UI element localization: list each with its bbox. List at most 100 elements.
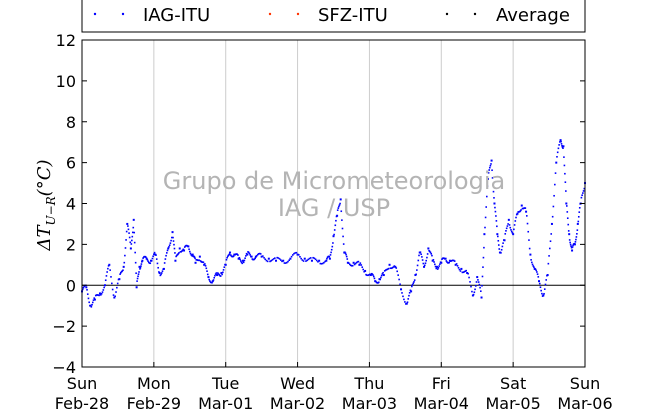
- data-point: [565, 205, 568, 207]
- data-point: [552, 205, 555, 208]
- data-point: [426, 253, 429, 255]
- data-point: [138, 271, 140, 273]
- data-point: [330, 251, 332, 254]
- data-point: [382, 271, 384, 274]
- data-point: [100, 294, 102, 296]
- data-point: [306, 259, 308, 262]
- data-point: [465, 269, 467, 272]
- data-point: [421, 256, 423, 258]
- data-point: [133, 241, 136, 244]
- data-point: [497, 239, 500, 242]
- data-point: [113, 296, 116, 299]
- data-point: [375, 280, 377, 283]
- data-point: [481, 284, 483, 287]
- data-point: [107, 265, 110, 267]
- data-point: [275, 259, 278, 262]
- data-point: [409, 289, 412, 292]
- data-point: [411, 285, 413, 288]
- data-point: [127, 228, 130, 231]
- data-point: [380, 274, 383, 277]
- x-tick-label-day: Sun: [570, 374, 600, 393]
- data-point: [198, 259, 200, 262]
- data-point: [507, 223, 509, 225]
- data-point: [574, 241, 577, 243]
- data-point: [111, 282, 113, 285]
- data-point: [131, 235, 134, 238]
- data-point: [342, 235, 344, 238]
- data-point: [107, 267, 109, 270]
- data-point: [163, 262, 166, 264]
- data-point: [295, 251, 298, 254]
- data-point: [131, 239, 133, 242]
- data-point: [567, 223, 570, 226]
- data-point: [541, 292, 543, 295]
- data-point: [448, 261, 450, 264]
- data-point: [423, 265, 426, 268]
- data-point: [484, 226, 486, 229]
- data-point: [368, 274, 370, 276]
- y-axis-label-main: ΔT: [34, 224, 55, 252]
- data-point: [241, 259, 244, 262]
- data-point: [100, 292, 103, 295]
- data-point: [408, 294, 410, 297]
- data-point: [455, 263, 458, 265]
- data-point: [308, 257, 311, 260]
- data-point: [420, 253, 422, 256]
- y-tick-label: 2: [66, 235, 76, 254]
- data-point: [177, 253, 180, 255]
- data-point: [476, 276, 479, 279]
- data-point: [188, 248, 190, 251]
- data-point: [512, 233, 515, 236]
- data-point: [300, 257, 302, 260]
- data-point: [355, 261, 358, 264]
- data-point: [194, 257, 196, 260]
- data-point: [578, 211, 581, 213]
- data-point: [444, 257, 447, 260]
- data-point: [321, 262, 324, 265]
- data-point: [241, 262, 244, 265]
- data-point: [178, 252, 180, 254]
- data-point: [493, 197, 495, 199]
- data-point: [500, 248, 503, 251]
- data-point: [339, 198, 342, 201]
- data-point: [566, 217, 569, 219]
- legend-label-iag: IAG-ITU: [143, 5, 210, 26]
- data-point: [272, 258, 275, 260]
- data-point: [427, 247, 430, 250]
- data-point: [519, 210, 522, 212]
- data-point: [160, 272, 163, 274]
- data-point: [338, 205, 340, 208]
- data-point: [388, 263, 391, 266]
- data-point: [94, 294, 97, 297]
- y-axis-label-unit: (°C): [34, 159, 55, 196]
- data-point: [219, 275, 222, 277]
- data-point: [124, 254, 126, 257]
- data-point: [504, 233, 507, 235]
- data-point: [432, 259, 435, 261]
- data-point: [152, 255, 154, 258]
- data-point: [533, 266, 535, 269]
- data-point: [98, 294, 100, 297]
- data-point: [101, 291, 104, 293]
- data-point: [288, 259, 290, 262]
- data-point: [193, 256, 196, 259]
- data-point: [131, 231, 134, 234]
- data-point: [335, 219, 337, 222]
- data-point: [440, 261, 443, 264]
- data-point: [371, 273, 374, 275]
- data-point: [168, 246, 170, 248]
- data-point: [211, 281, 213, 284]
- data-point: [505, 227, 508, 230]
- data-point: [395, 267, 398, 269]
- y-tick-label: 0: [66, 276, 76, 295]
- data-point: [314, 258, 317, 261]
- data-point: [501, 245, 504, 248]
- data-point: [203, 263, 206, 266]
- data-point: [254, 255, 257, 258]
- data-point: [326, 257, 328, 260]
- data-point: [85, 286, 88, 289]
- data-point: [161, 270, 164, 272]
- data-point: [554, 183, 556, 186]
- data-point: [457, 266, 460, 269]
- data-point: [500, 252, 502, 254]
